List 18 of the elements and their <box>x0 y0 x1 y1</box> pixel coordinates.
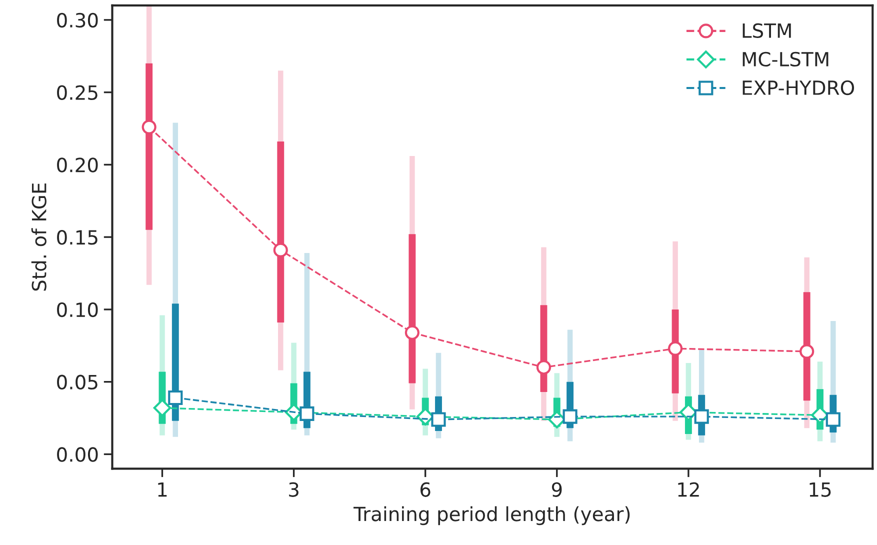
x-tick-label: 6 <box>420 482 430 497</box>
y-tick-label: 0.30 <box>57 12 98 28</box>
legend-label: LSTM <box>742 23 791 38</box>
x-tick-label: 12 <box>678 482 699 497</box>
y-tick-label: 0.00 <box>57 447 98 462</box>
x-axis-title: Training period length (year) <box>354 506 630 526</box>
y-tick-label: 0.10 <box>57 302 98 318</box>
x-tick-label: 3 <box>289 482 298 497</box>
y-tick-label: 0.25 <box>57 85 98 100</box>
y-tick-label: 0.15 <box>57 230 98 245</box>
x-tick-label: 15 <box>810 482 831 497</box>
y-axis-title: Std. of KGE <box>31 183 46 291</box>
y-tick-label: 0.05 <box>57 374 98 390</box>
legend-label: MC-LSTM <box>742 52 828 67</box>
x-tick-label: 1 <box>158 482 167 497</box>
y-tick-label: 0.20 <box>57 158 98 172</box>
x-tick-label: 9 <box>552 482 562 497</box>
legend-label: EXP-HYDRO <box>742 80 854 96</box>
